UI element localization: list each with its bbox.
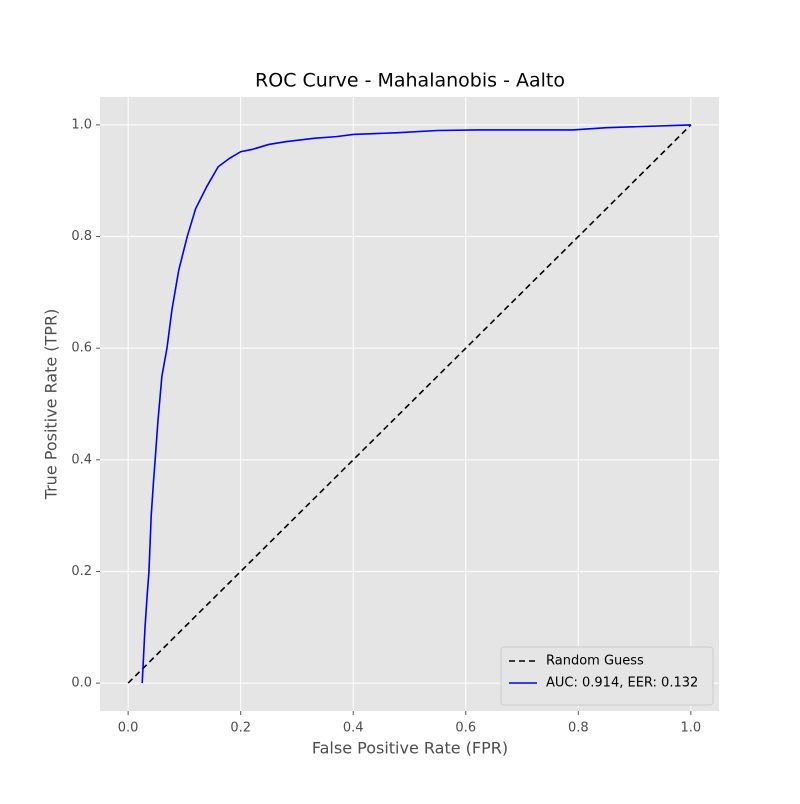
x-tick-label: 0.0 [118, 721, 139, 736]
y-tick-label: 0.2 [71, 564, 92, 579]
line [141, 124, 691, 684]
y-axis-label: True Positive Rate (TPR) [42, 309, 61, 501]
y-tick-label: 0.0 [71, 676, 92, 691]
line [127, 124, 692, 684]
x-axis-label: False Positive Rate (FPR) [312, 739, 508, 758]
x-tick-label: 0.8 [568, 721, 589, 736]
y-tick-label: 0.6 [71, 341, 92, 356]
y-tick-label: 0.8 [71, 229, 92, 244]
x-tick-label: 1.0 [681, 721, 702, 736]
x-tick-label: 0.2 [230, 721, 251, 736]
legend-box [500, 646, 714, 706]
y-tick-label: 1.0 [71, 117, 92, 132]
legend-label: AUC: 0.914, EER: 0.132 [546, 676, 698, 691]
y-tick-label: 0.4 [71, 452, 92, 467]
x-tick-label: 0.4 [343, 721, 364, 736]
chart-title: ROC Curve - Mahalanobis - Aalto [255, 70, 565, 92]
legend-label: Random Guess [546, 654, 644, 669]
x-tick-label: 0.6 [455, 721, 476, 736]
